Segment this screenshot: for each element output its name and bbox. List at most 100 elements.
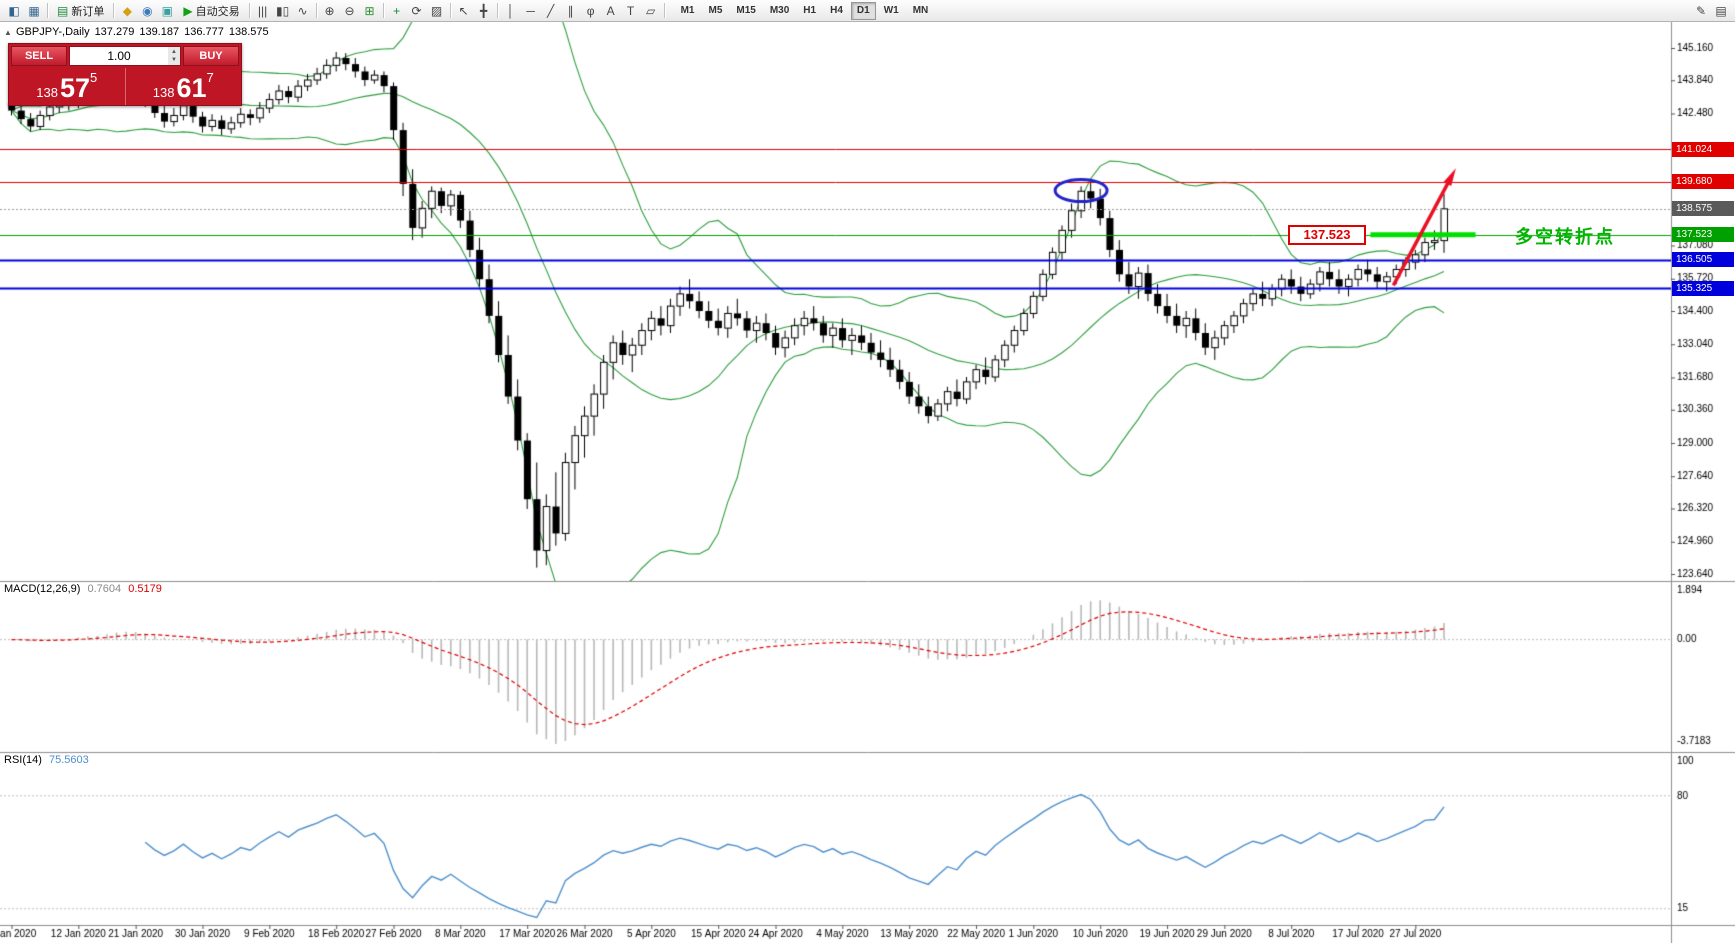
objects-list-button[interactable]: ▨ <box>427 1 447 21</box>
sell-price-big: 138 <box>36 85 58 100</box>
terminal-button[interactable]: ▣ <box>157 1 177 21</box>
spinner-up-icon[interactable]: ▲ <box>171 49 177 55</box>
line-chart-icon: ∿ <box>297 3 308 18</box>
toolbar-separator <box>663 3 665 18</box>
chart-open-value: 137.279 <box>94 26 135 38</box>
profiles-icon: ▦ <box>28 3 40 18</box>
vertical-line-button[interactable]: │ <box>501 1 521 21</box>
crosshair-icon: ╋ <box>479 3 488 18</box>
channel-icon: ∥ <box>567 3 574 18</box>
current-price-label: 138.575 <box>1672 201 1734 217</box>
indicators-button[interactable]: + <box>387 1 407 21</box>
toolbar-separator <box>113 3 115 18</box>
tile-windows-button[interactable]: ⊞ <box>360 1 380 21</box>
new-order-button[interactable]: ▤ 新订单 <box>51 1 110 21</box>
zoom-out-icon: ⊖ <box>344 3 355 18</box>
trade-panel-collapse-button[interactable]: ▲ <box>2 26 14 38</box>
fibonacci-button[interactable]: φ <box>581 1 601 21</box>
crosshair-button[interactable]: ╋ <box>474 1 494 21</box>
timeframe-mn-button[interactable]: MN <box>907 2 935 20</box>
trendline-button[interactable]: ╱ <box>541 1 561 21</box>
macd-name: MACD(12,26,9) <box>4 583 81 595</box>
price-annotation-box[interactable]: 137.523 <box>1288 225 1366 245</box>
chart-canvas[interactable] <box>0 22 1735 943</box>
text-icon: A <box>606 3 615 18</box>
timeframe-m5-button[interactable]: M5 <box>702 2 728 20</box>
new-order-label: 新订单 <box>71 5 105 18</box>
new-chart-button[interactable]: ◧ <box>4 1 24 21</box>
price-line-label: 139.680 <box>1672 174 1734 190</box>
buy-quote[interactable]: 138 61 7 <box>124 68 242 105</box>
timeframe-h4-button[interactable]: H4 <box>824 2 849 20</box>
buy-price-pips: 61 <box>176 73 207 103</box>
cycles-button[interactable]: ⟳ <box>407 1 427 21</box>
navigator-icon: ◉ <box>142 3 153 18</box>
timeframe-w1-button[interactable]: W1 <box>878 2 905 20</box>
chart-stage: ▲ GBPJPY-,Daily 137.279 139.187 136.777 … <box>0 22 1735 943</box>
volume-field[interactable]: 1.00 ▲ ▼ <box>69 46 181 66</box>
navigator-button[interactable]: ◉ <box>137 1 157 21</box>
timeframe-m1-button[interactable]: M1 <box>675 2 701 20</box>
curs-button[interactable]: ↖ <box>454 1 474 21</box>
toolbar-separator <box>47 3 48 18</box>
terminal-icon: ▣ <box>161 3 174 18</box>
sell-price-pips: 57 <box>59 73 90 103</box>
toolbar-separator <box>315 3 317 18</box>
toolbar-right-group: ✎ ▤ <box>1691 1 1731 21</box>
pencil-edit-icon: ✎ <box>1695 3 1707 18</box>
trendline-icon: ╱ <box>546 3 555 18</box>
line-chart-button[interactable]: ∿ <box>293 1 313 21</box>
text-label-button[interactable]: T <box>621 1 641 21</box>
volume-value[interactable]: 1.00 <box>107 49 131 63</box>
volume-spinner[interactable]: ▲ ▼ <box>168 47 180 65</box>
zoom-out-button[interactable]: ⊖ <box>340 1 360 21</box>
timeframe-h1-button[interactable]: H1 <box>797 2 822 20</box>
zoom-in-button[interactable]: ⊕ <box>320 1 340 21</box>
candlestick-chart-icon: ▮▯ <box>275 3 290 18</box>
bar-chart-button[interactable]: ||| <box>253 1 273 21</box>
text-button[interactable]: A <box>601 1 621 21</box>
price-line-label: 137.523 <box>1672 227 1734 243</box>
pencil-edit-button[interactable]: ✎ <box>1691 1 1711 21</box>
chart-ohlc-header: GBPJPY-,Daily 137.279 139.187 136.777 13… <box>16 26 269 38</box>
chart-low-value: 136.777 <box>184 26 224 38</box>
sell-price-point: 5 <box>90 70 98 85</box>
shapes-button[interactable]: ▱ <box>641 1 661 21</box>
rsi-value: 75.5603 <box>48 754 89 766</box>
timeframe-m30-button[interactable]: M30 <box>764 2 795 20</box>
candlestick-chart-button[interactable]: ▮▯ <box>273 1 293 21</box>
new-chart-icon: ◧ <box>8 3 20 18</box>
cycles-icon: ⟳ <box>411 3 422 18</box>
timeframe-m15-button[interactable]: M15 <box>730 2 761 20</box>
toolbar-separator <box>449 3 451 18</box>
horizontal-line-button[interactable]: ─ <box>521 1 541 21</box>
indicators-icon: + <box>393 3 401 18</box>
market-watch-icon: ◆ <box>122 3 132 18</box>
text-label-icon: T <box>626 3 635 18</box>
toolbar-separator <box>248 3 250 18</box>
curs-icon: ↖ <box>458 3 469 18</box>
spinner-down-icon[interactable]: ▼ <box>171 57 177 63</box>
vertical-line-icon: │ <box>506 3 515 18</box>
pivot-annotation-text[interactable]: 多空转折点 <box>1515 227 1615 247</box>
macd-indicator-label: MACD(12,26,9) 0.7604 0.5179 <box>4 583 162 595</box>
sell-quote[interactable]: 138 57 5 <box>9 68 125 105</box>
buy-price-big: 138 <box>152 85 175 100</box>
autotrade-icon: ▶ <box>183 3 193 18</box>
timeframe-d1-button[interactable]: D1 <box>850 1 876 20</box>
profiles-button[interactable]: ▦ <box>24 1 44 21</box>
shapes-icon: ▱ <box>645 3 656 18</box>
price-line-label: 141.024 <box>1672 141 1734 157</box>
toolbar-main-group: ◧ ▦ ▤ 新订单 ◆ ◉ ▣ ▶ 自动交易 ||| ▮▯ ∿ ⊕ ⊖ ⊞ + ⟳ ▨ ↖ ╋ │ ─ ╱ ∥ φ A T ▱ <box>4 1 668 21</box>
document-button[interactable]: ▤ <box>1711 1 1731 21</box>
autotrade-button[interactable]: ▶ 自动交易 <box>177 1 245 21</box>
buy-button[interactable]: BUY <box>183 46 239 66</box>
channel-button[interactable]: ∥ <box>561 1 581 21</box>
sell-button[interactable]: SELL <box>11 46 67 66</box>
horizontal-line-icon: ─ <box>526 3 535 18</box>
rsi-indicator-label: RSI(14) 75.5603 <box>4 754 89 766</box>
new-order-icon: ▤ <box>57 3 69 18</box>
toolbar-timeframes-group: M1 M5 M15 M30 H1 H4 D1 W1 MN <box>674 1 936 20</box>
market-watch-button[interactable]: ◆ <box>117 1 137 21</box>
chart-symbol-period: GBPJPY-,Daily <box>16 26 90 38</box>
